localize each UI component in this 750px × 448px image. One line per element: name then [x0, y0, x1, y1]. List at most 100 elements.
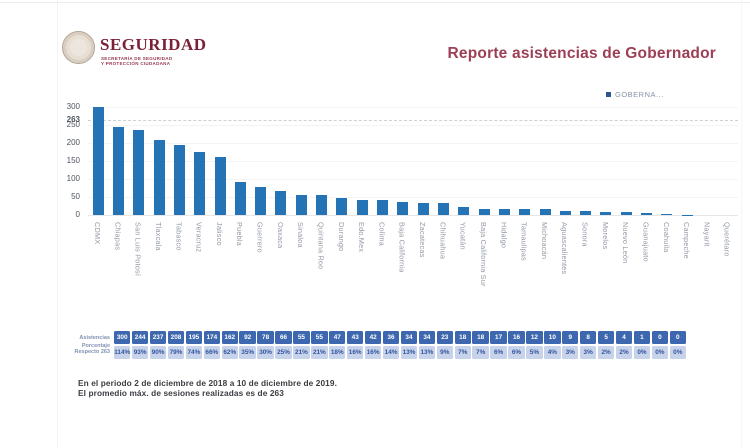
bar[interactable]	[356, 199, 368, 215]
page-title: Reporte asistencias de Gobernador	[447, 45, 716, 62]
bar[interactable]	[641, 213, 653, 215]
x-axis-label: Morelos	[600, 222, 610, 250]
table-cell-asistencias: 17	[490, 331, 507, 344]
table-cell-porcentaje: 7%	[472, 345, 489, 359]
bar[interactable]	[336, 198, 348, 215]
bar[interactable]	[377, 199, 389, 215]
gridline	[88, 125, 738, 126]
x-axis-label: Michoacán	[539, 222, 549, 260]
bar[interactable]	[559, 210, 571, 215]
table-cell-porcentaje: 7%	[454, 345, 471, 359]
table-cell-asistencias: 8	[579, 331, 597, 344]
table-cell-asistencias: 174	[203, 331, 221, 344]
bar[interactable]	[173, 144, 185, 215]
table-cell-porcentaje: 35%	[239, 345, 256, 359]
y-axis-tick: 300	[66, 102, 80, 111]
x-axis-label: Edo.Mex	[357, 222, 367, 253]
bar[interactable]	[255, 186, 267, 215]
bar[interactable]	[194, 152, 206, 215]
bar[interactable]	[539, 209, 551, 215]
bar[interactable]	[295, 195, 307, 215]
table-cell-asistencias: 92	[239, 331, 256, 344]
bar[interactable]	[92, 107, 104, 215]
bar[interactable]	[519, 208, 531, 215]
table-cell-asistencias: 78	[257, 331, 274, 344]
table-cell-porcentaje: 66%	[203, 345, 221, 359]
table-cell-asistencias: 66	[275, 331, 292, 344]
bar[interactable]	[397, 202, 409, 215]
table-row-label-asistencias: Asistencias	[79, 335, 110, 341]
bar[interactable]	[275, 191, 287, 215]
table-cell-asistencias: 0	[651, 331, 669, 344]
legend-label: GOBERNA...	[615, 90, 664, 99]
x-axis-label: Baja California Sur	[478, 222, 488, 287]
x-axis-label: Tlaxcala	[153, 222, 163, 251]
logo-brand-text: SEGURIDAD	[100, 35, 207, 54]
table-cell-porcentaje: 6%	[508, 345, 525, 359]
x-axis-label: Nayarit	[702, 222, 712, 247]
x-axis-label: Chiapas	[113, 222, 123, 251]
y-axis-tick: 50	[71, 192, 80, 201]
x-axis-label: Durango	[336, 222, 346, 252]
table-cell-porcentaje: 30%	[257, 345, 274, 359]
bar[interactable]	[498, 208, 510, 215]
x-axis-label: Zacatecas	[418, 222, 427, 258]
bar[interactable]	[153, 140, 165, 215]
bar[interactable]	[316, 195, 328, 215]
bar[interactable]	[580, 211, 592, 215]
footer-note: En el periodo 2 de diciembre de 2018 a 1…	[78, 378, 337, 398]
gridline	[88, 179, 738, 180]
y-axis-tick: 0	[75, 210, 80, 219]
table-cell-porcentaje: 6%	[490, 345, 507, 359]
x-axis-label: Hidalgo	[499, 222, 509, 249]
table-cell-porcentaje: 16%	[346, 345, 364, 359]
legend-swatch-icon	[606, 92, 611, 97]
y-axis-tick: 150	[66, 156, 80, 165]
porcentajes-row: 114% 93% 90% 79% 74% 66% 62% 35% 30% 25% 21% 21% 18%…	[114, 345, 686, 359]
table-row-label-porcentaje: Porcentaje Respecto 263	[74, 343, 110, 355]
bar[interactable]	[437, 202, 449, 215]
slide-edge-right	[741, 0, 742, 448]
table-cell-porcentaje: 3%	[579, 345, 597, 359]
table-cell-porcentaje: 3%	[562, 345, 579, 359]
table-cell-asistencias: 34	[418, 331, 436, 344]
table-cell-asistencias: 9	[562, 331, 579, 344]
x-axis-label: Puebla	[235, 222, 245, 246]
bar[interactable]	[112, 127, 124, 215]
bar[interactable]	[234, 181, 246, 215]
bar[interactable]	[133, 129, 145, 215]
table-cell-porcentaje: 13%	[418, 345, 436, 359]
reference-line-label: 263	[66, 115, 80, 125]
legend-item-gobernador[interactable]: GOBERNA...	[606, 90, 664, 99]
x-axis-label: Sonora	[580, 222, 590, 247]
table-cell-porcentaje: 25%	[275, 345, 292, 359]
table-cell-asistencias: 208	[167, 331, 185, 344]
table-cell-porcentaje: 13%	[400, 345, 418, 359]
table-cell-asistencias: 1	[633, 331, 651, 344]
bar[interactable]	[417, 202, 429, 215]
gridline	[88, 107, 738, 108]
bar[interactable]	[214, 156, 226, 215]
table-cell-asistencias: 16	[508, 331, 525, 344]
x-axis-label: Quintana Roo	[316, 222, 326, 270]
table-cell-asistencias: 244	[131, 331, 149, 344]
table-cell-porcentaje: 90%	[149, 345, 167, 359]
table-cell-porcentaje: 74%	[185, 345, 203, 359]
bar[interactable]	[458, 206, 470, 215]
x-axis-label: Oaxaca	[275, 222, 285, 249]
table-cell-asistencias: 18	[472, 331, 489, 344]
table-cell-asistencias: 18	[454, 331, 471, 344]
table-cell-asistencias: 55	[293, 331, 310, 344]
slide-edge-top	[0, 2, 750, 3]
table-cell-asistencias: 34	[400, 331, 418, 344]
logo-subtitle-line2: Y PROTECCIÓN CIUDADANA	[101, 61, 171, 66]
bar[interactable]	[600, 211, 612, 215]
bar[interactable]	[478, 208, 490, 215]
bar[interactable]	[620, 212, 632, 215]
bar[interactable]	[661, 213, 673, 215]
slide-edge-left	[57, 0, 58, 448]
table-cell-porcentaje: 14%	[382, 345, 400, 359]
table-cell-asistencias: 4	[615, 331, 633, 344]
x-axis-label: Chihuahua	[438, 222, 448, 260]
table-cell-asistencias: 55	[311, 331, 328, 344]
